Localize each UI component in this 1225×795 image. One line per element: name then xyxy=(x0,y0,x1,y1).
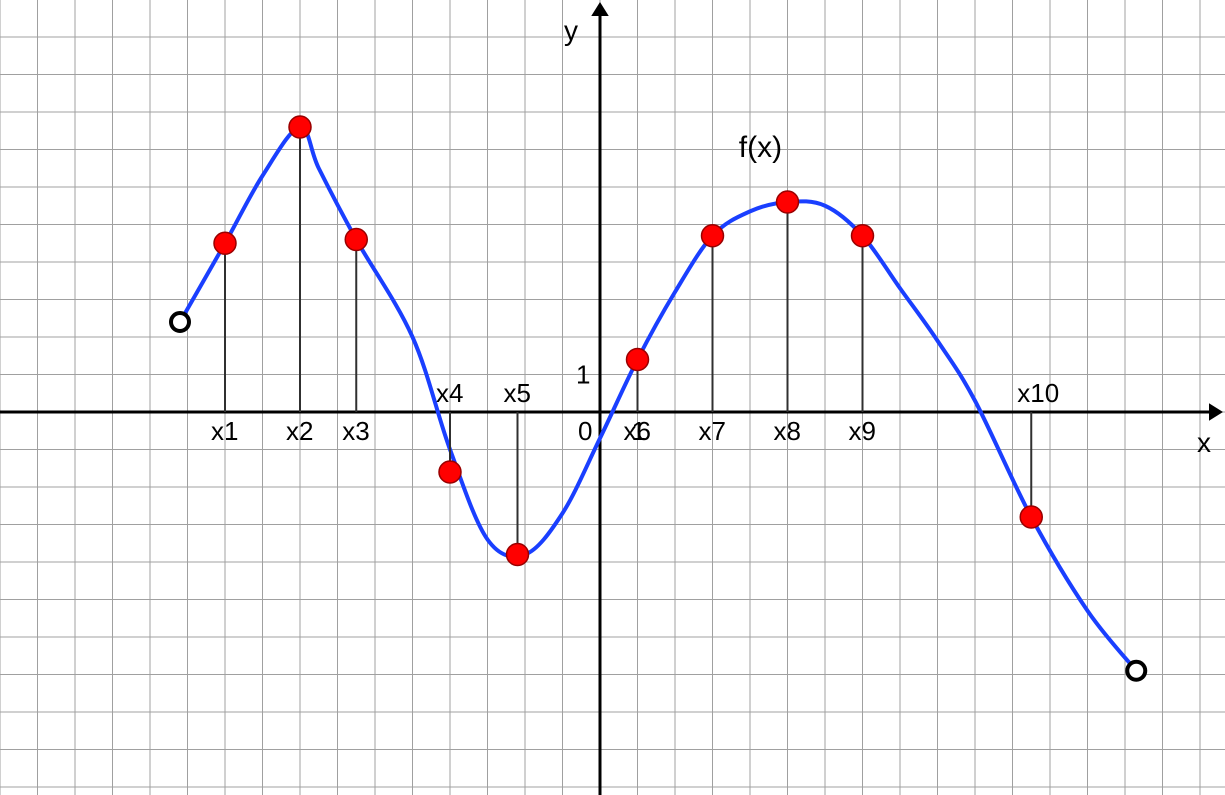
sample-points xyxy=(214,116,1042,566)
y-axis-label: y xyxy=(564,15,578,46)
sample-point xyxy=(345,229,367,251)
sample-point xyxy=(214,232,236,254)
sample-label: x7 xyxy=(699,416,726,446)
sample-point xyxy=(289,116,311,138)
drop-lines xyxy=(225,127,1031,555)
sample-label: x2 xyxy=(286,416,313,446)
function-plot: xy011x1x2x3x4x5x6x7x8x9x10f(x) xyxy=(0,0,1225,795)
sample-point xyxy=(507,544,529,566)
x-axis-label: x xyxy=(1197,427,1211,458)
sample-label: x6 xyxy=(624,416,651,446)
sample-point xyxy=(702,225,724,247)
sample-label: x8 xyxy=(774,416,801,446)
y-tick-1: 1 xyxy=(576,360,590,390)
sample-label: x3 xyxy=(342,416,369,446)
sample-point xyxy=(777,191,799,213)
sample-point xyxy=(627,349,649,371)
sample-label: x10 xyxy=(1017,378,1059,408)
open-endpoint xyxy=(1127,662,1145,680)
sample-label: x5 xyxy=(504,378,531,408)
function-curve xyxy=(180,127,1136,671)
sample-label: x1 xyxy=(211,416,238,446)
sample-point xyxy=(439,461,461,483)
sample-point xyxy=(1020,506,1042,528)
sample-label: x4 xyxy=(436,378,463,408)
open-endpoint xyxy=(171,313,189,331)
function-label: f(x) xyxy=(739,131,782,164)
sample-point xyxy=(852,225,874,247)
sample-label: x9 xyxy=(849,416,876,446)
origin-label: 0 xyxy=(578,416,592,446)
